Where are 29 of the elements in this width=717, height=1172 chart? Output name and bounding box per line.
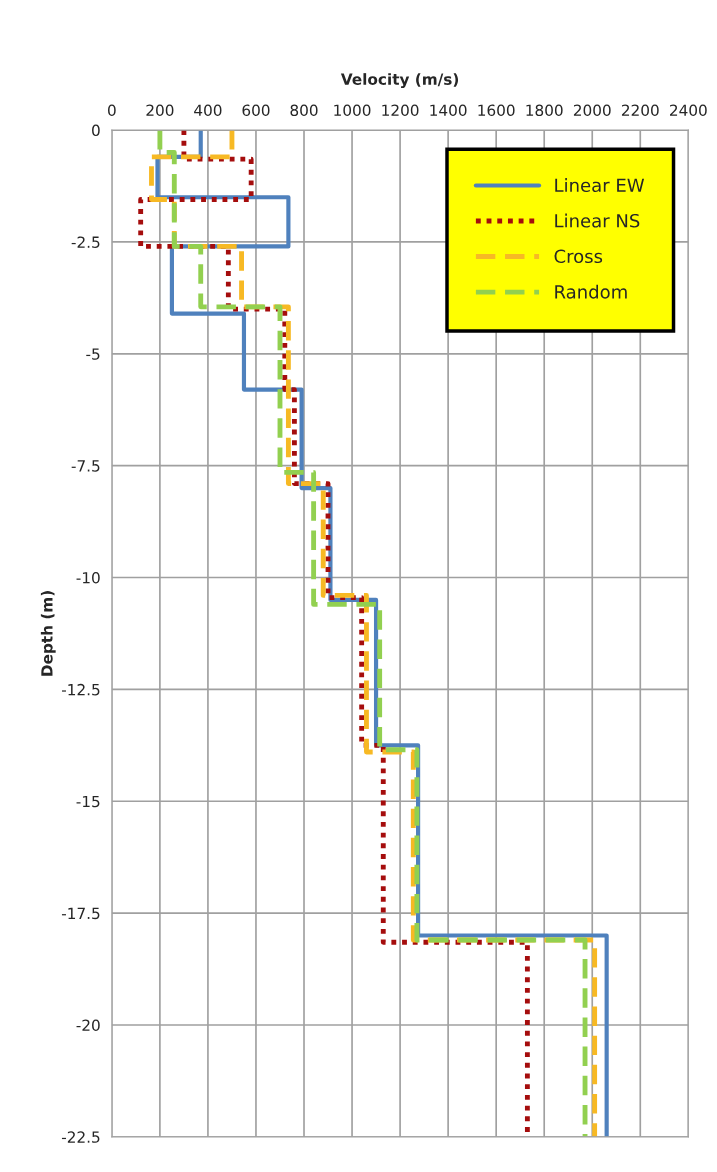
y-tick-label: -2.5: [71, 236, 100, 248]
x-tick-label: 1200: [382, 104, 419, 117]
x-axis-title: Velocity (m/s): [340, 73, 459, 89]
legend-label: Linear EW: [555, 178, 645, 193]
x-tick-label: 600: [242, 104, 270, 117]
y-tick-label: -15: [76, 795, 100, 808]
x-tick-label: 800: [290, 104, 318, 117]
x-tick-label: 1800: [526, 104, 563, 117]
legend-label: Random: [555, 284, 627, 299]
y-tick-label: -5: [86, 348, 100, 360]
x-tick-label: 2200: [621, 104, 659, 117]
x-tick-label: 1600: [478, 104, 515, 117]
x-tick-label: 2400: [670, 104, 707, 117]
x-tick-label: 0: [108, 104, 116, 117]
x-tick-label: 1400: [430, 104, 467, 117]
y-tick-label: -22.5: [61, 1131, 100, 1143]
y-tick-label: -17.5: [61, 907, 100, 920]
y-tick-label: -12.5: [61, 683, 100, 696]
x-tick-label: 200: [146, 104, 174, 117]
y-tick-label: 0: [92, 124, 100, 137]
x-tick-label: 2000: [573, 104, 611, 117]
x-tick-label: 400: [194, 104, 222, 117]
y-axis-title: Depth (m): [40, 591, 56, 676]
y-tick-label: -10: [76, 572, 100, 584]
x-tick-label: 1000: [334, 104, 371, 117]
legend-label: Cross: [554, 249, 603, 264]
legend-label: Linear NS: [555, 213, 640, 228]
y-tick-label: -20: [76, 1019, 100, 1031]
y-tick-label: -7.5: [71, 460, 100, 472]
